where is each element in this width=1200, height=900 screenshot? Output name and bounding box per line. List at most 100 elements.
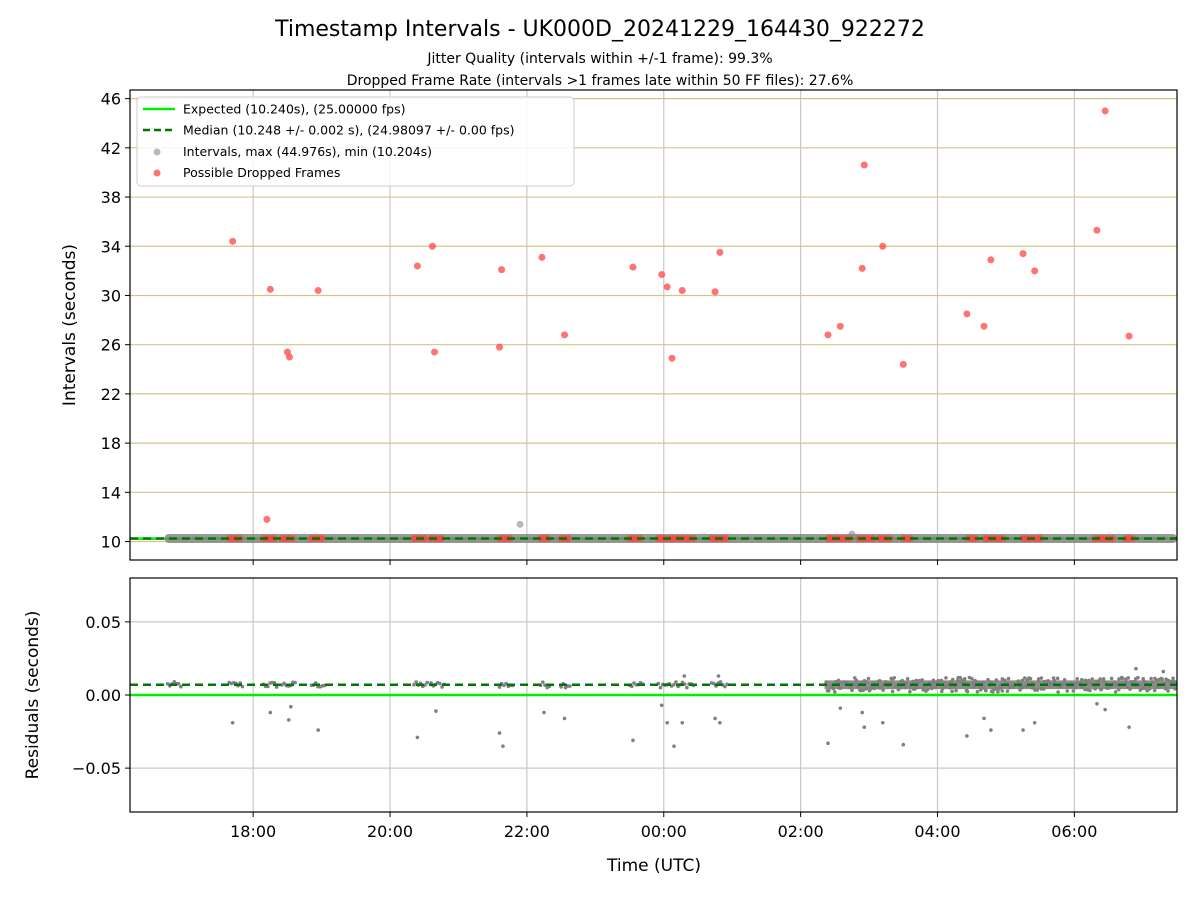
residual-point — [1093, 686, 1097, 690]
residual-point — [994, 687, 998, 691]
dropped-frame-point — [314, 287, 322, 295]
residual-point — [1020, 685, 1025, 690]
residual-point — [838, 686, 842, 691]
residual-point — [1101, 679, 1106, 684]
residual-point — [919, 679, 923, 683]
intervals-point — [516, 520, 524, 528]
residual-point — [1149, 676, 1153, 681]
residual-point — [1022, 676, 1027, 680]
legend-intervals-swatch — [153, 148, 161, 156]
residuals-points — [165, 666, 1178, 748]
residual-point — [944, 676, 948, 680]
residual-point — [861, 688, 866, 693]
residual-point — [878, 686, 882, 690]
residual-point — [1112, 680, 1117, 684]
residual-point — [1027, 676, 1031, 680]
residuals-y-tick-label: −0.05 — [72, 759, 121, 778]
residual-point — [962, 680, 967, 685]
dropped-frame-point — [431, 348, 439, 356]
residual-point — [712, 681, 716, 686]
residual-point — [960, 678, 964, 683]
residual-outlier-point — [989, 728, 993, 732]
residual-outlier-point — [501, 744, 505, 748]
residual-point — [931, 681, 935, 686]
dropped-frame-point — [678, 287, 686, 295]
residual-point — [948, 686, 952, 690]
residual-point — [718, 680, 723, 684]
residual-point — [1073, 685, 1078, 690]
residual-point — [950, 677, 955, 682]
residual-point — [1166, 689, 1170, 693]
residual-point — [440, 685, 444, 689]
residual-point — [1094, 679, 1098, 684]
dropped-frame-point — [498, 266, 506, 274]
residual-point — [1147, 687, 1152, 691]
residual-outlier-point — [1127, 725, 1131, 729]
residual-outlier-point — [542, 710, 546, 715]
residual-point — [1048, 683, 1053, 688]
residual-point — [964, 688, 969, 693]
residual-point — [1005, 689, 1010, 693]
intervals-x-ticks — [252, 560, 1075, 565]
residual-point — [438, 681, 442, 686]
dropped-frame-point — [658, 271, 666, 279]
residual-point — [1125, 685, 1130, 689]
residual-point — [723, 684, 727, 689]
residual-point — [908, 686, 913, 690]
residual-point — [425, 680, 429, 685]
residual-point — [939, 689, 944, 694]
residuals-x-tick-label: 06:00 — [1051, 822, 1097, 841]
residual-point — [978, 688, 983, 692]
legend-dropped-label: Possible Dropped Frames — [183, 165, 340, 180]
residual-point — [1083, 687, 1087, 692]
residual-point — [1042, 679, 1046, 684]
residual-point — [929, 686, 934, 691]
x-axis-label: Time (UTC) — [606, 856, 701, 876]
residual-point — [1020, 678, 1025, 683]
dropped-frame-point — [899, 360, 907, 368]
residual-point — [981, 686, 986, 690]
residual-point — [1150, 680, 1155, 684]
residual-point — [1083, 678, 1088, 683]
residual-outlier-point — [562, 716, 567, 721]
residual-point — [1173, 687, 1177, 691]
residuals-x-tick-label: 20:00 — [367, 822, 413, 841]
intervals-points — [130, 107, 1177, 543]
residual-outlier-point — [682, 674, 687, 678]
residual-outlier-point — [1103, 707, 1107, 712]
residual-point — [939, 678, 944, 683]
residual-point — [1036, 677, 1041, 681]
residual-outlier-point — [230, 720, 235, 725]
residual-point — [540, 680, 545, 684]
residual-point — [833, 690, 837, 694]
residual-point — [1071, 689, 1076, 693]
intervals-y-tick-label: 14 — [101, 483, 121, 502]
residual-outlier-point — [1134, 666, 1138, 671]
residual-point — [1138, 688, 1143, 692]
residual-point — [1152, 688, 1157, 693]
residual-point — [890, 689, 895, 694]
residual-point — [864, 687, 869, 691]
intervals-y-tick-label: 46 — [101, 90, 121, 109]
residual-point — [970, 676, 974, 681]
residual-point — [958, 675, 963, 680]
residual-point — [1062, 681, 1067, 686]
intervals-y-tick-label: 18 — [101, 434, 121, 453]
residual-outlier-point — [659, 703, 664, 708]
residual-point — [1116, 687, 1121, 692]
dropped-frame-point — [716, 248, 724, 256]
residual-point — [1143, 686, 1147, 690]
dropped-frame-point — [668, 354, 676, 362]
residual-point — [658, 685, 663, 690]
residual-point — [954, 688, 958, 693]
dropped-frame-point — [824, 331, 832, 339]
intervals-y-tick-label: 38 — [101, 188, 121, 207]
residual-outlier-point — [665, 720, 669, 725]
residual-point — [671, 683, 676, 687]
intervals-y-tick-label: 30 — [101, 286, 121, 305]
residual-point — [293, 680, 297, 685]
residual-point — [497, 685, 502, 689]
residual-point — [921, 686, 926, 691]
residual-outlier-point — [1021, 728, 1025, 732]
residual-point — [868, 686, 873, 691]
